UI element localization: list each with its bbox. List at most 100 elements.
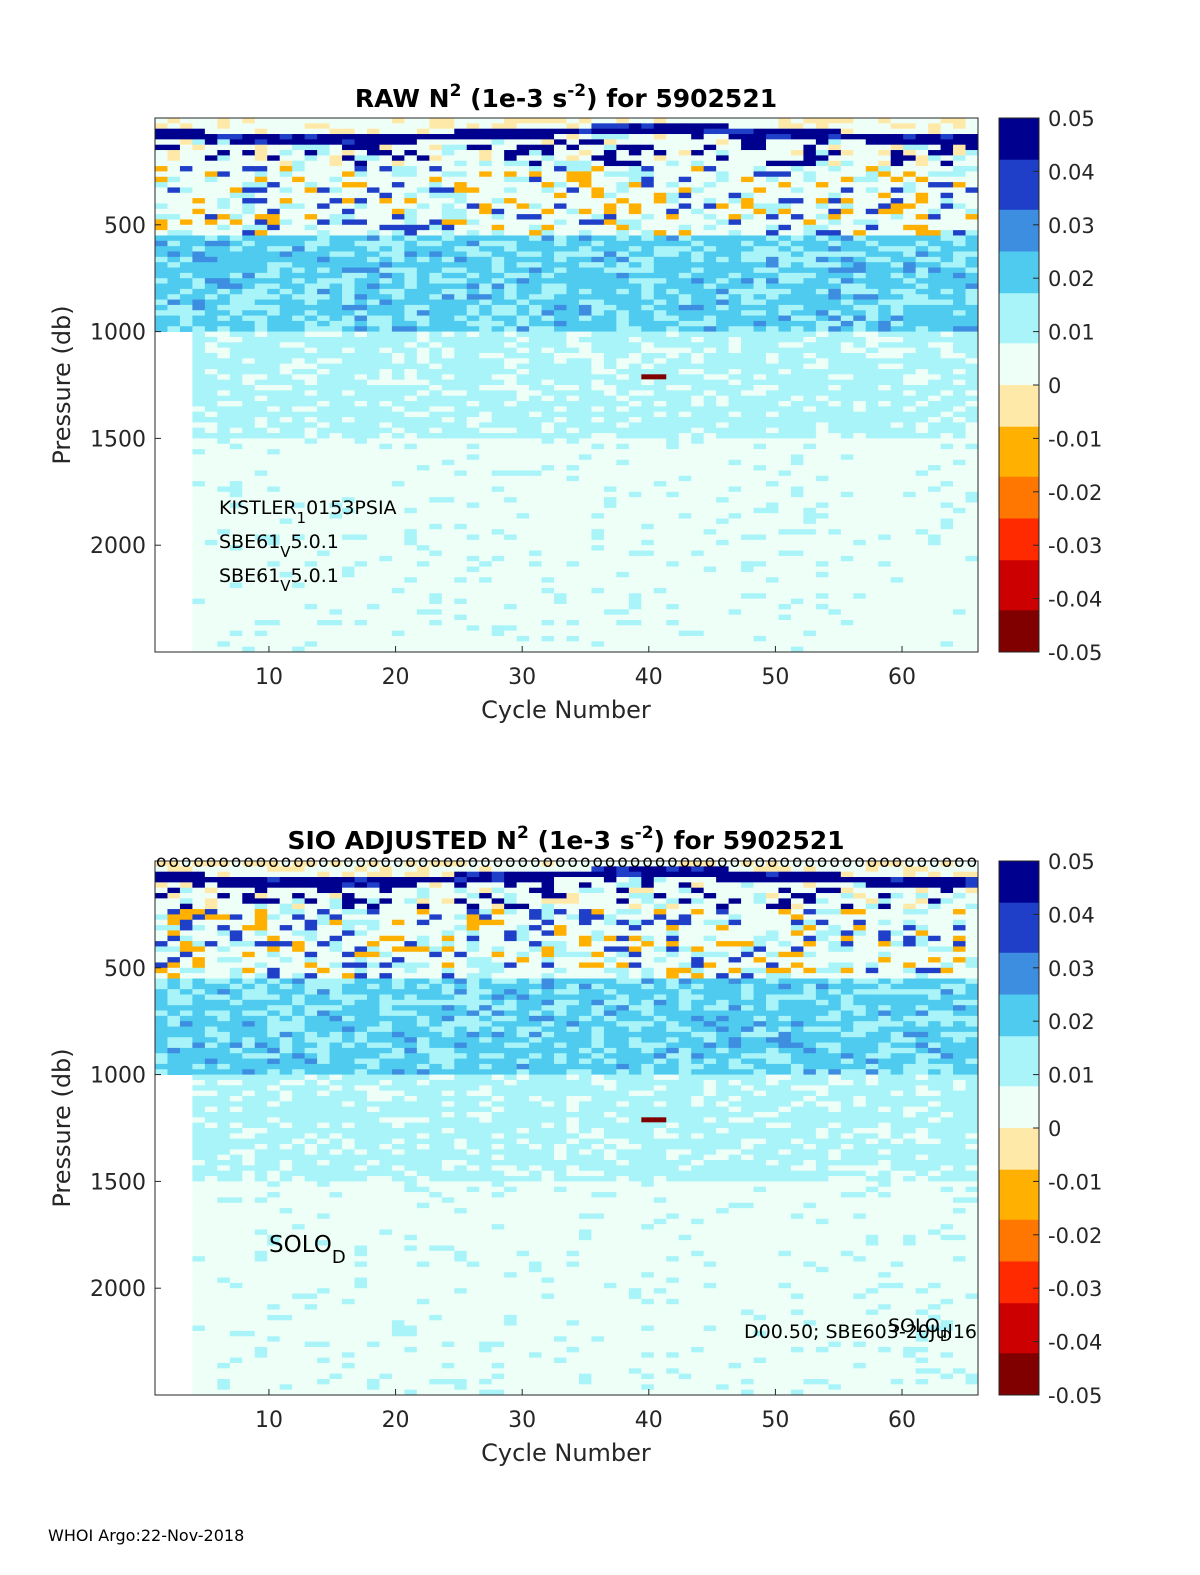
heatmap-cell [379, 310, 392, 316]
heatmap-cell [367, 390, 380, 396]
heatmap-cell [641, 545, 654, 551]
heatmap-cell [666, 401, 679, 407]
heatmap-cell [504, 497, 517, 503]
heatmap-cell [654, 396, 667, 402]
heatmap-cell [217, 620, 230, 626]
heatmap-cell [754, 470, 767, 476]
heatmap-cell [342, 193, 355, 199]
heatmap-cell [267, 438, 280, 444]
heatmap-cell [629, 609, 642, 615]
heatmap-cell [567, 567, 580, 573]
heatmap-cell [554, 214, 567, 220]
heatmap-cell [654, 337, 667, 343]
heatmap-cell [379, 449, 392, 455]
heatmap-cell [404, 577, 417, 583]
heatmap-cell [567, 615, 580, 621]
heatmap-cell [616, 284, 629, 290]
heatmap-cell [641, 401, 654, 407]
heatmap-cell [342, 294, 355, 300]
heatmap-cell [367, 444, 380, 450]
heatmap-cell [579, 342, 592, 348]
heatmap-cell [392, 406, 405, 412]
heatmap-cell [654, 540, 667, 546]
heatmap-cell [479, 332, 492, 338]
heatmap-cell [641, 219, 654, 225]
heatmap-cell [355, 305, 368, 311]
heatmap-cell [429, 625, 442, 631]
heatmap-cell [629, 476, 642, 482]
heatmap-cell [167, 219, 180, 225]
heatmap-cell [404, 444, 417, 450]
heatmap-cell [591, 396, 604, 402]
heatmap-cell [604, 257, 617, 263]
heatmap-cell [616, 150, 629, 156]
heatmap-cell [292, 364, 305, 370]
heatmap-cell [492, 599, 505, 605]
heatmap-cell [791, 284, 804, 290]
heatmap-cell [542, 252, 555, 258]
heatmap-cell [579, 139, 592, 145]
heatmap-cell [280, 332, 293, 338]
heatmap-cell [180, 161, 193, 167]
heatmap-cell [654, 551, 667, 557]
heatmap-cell [442, 326, 455, 332]
heatmap-cell [517, 529, 530, 535]
heatmap-cell [616, 524, 629, 530]
heatmap-cell [766, 364, 779, 370]
heatmap-cell [342, 604, 355, 610]
heatmap-cell [192, 214, 205, 220]
heatmap-cell [367, 609, 380, 615]
heatmap-cell [342, 342, 355, 348]
heatmap-cell [317, 604, 330, 610]
heatmap-cell [616, 502, 629, 508]
heatmap-cell [330, 235, 343, 241]
heatmap-cell [255, 252, 268, 258]
heatmap-cell [629, 631, 642, 637]
heatmap-cell [267, 321, 280, 327]
heatmap-cell [542, 577, 555, 583]
heatmap-cell [442, 182, 455, 188]
heatmap-cell [392, 556, 405, 562]
heatmap-cell [741, 572, 754, 578]
heatmap-cell [180, 118, 193, 124]
heatmap-cell [654, 636, 667, 642]
heatmap-cell [479, 620, 492, 626]
heatmap-cell [367, 454, 380, 460]
heatmap-cell [392, 465, 405, 471]
heatmap-cell [392, 641, 405, 647]
heatmap-cell [404, 268, 417, 274]
heatmap-cell [317, 593, 330, 599]
heatmap-cell [355, 433, 368, 439]
heatmap-cell [666, 182, 679, 188]
heatmap-cell [554, 535, 567, 541]
heatmap-cell [579, 187, 592, 193]
heatmap-cell [492, 294, 505, 300]
heatmap-cell [704, 567, 717, 573]
heatmap-cell [554, 422, 567, 428]
heatmap-cell [504, 380, 517, 386]
heatmap-cell [442, 631, 455, 637]
heatmap-cell [167, 257, 180, 263]
heatmap-cell [429, 225, 442, 231]
heatmap-cell [679, 305, 692, 311]
heatmap-cell [442, 241, 455, 247]
heatmap-cell [729, 583, 742, 589]
heatmap-cell [691, 337, 704, 343]
heatmap-cell [479, 214, 492, 220]
heatmap-cell [529, 551, 542, 557]
heatmap-cell [741, 177, 754, 183]
heatmap-cell [741, 460, 754, 466]
heatmap-cell [591, 348, 604, 354]
heatmap-cell [579, 465, 592, 471]
heatmap-cell [716, 406, 729, 412]
heatmap-cell [192, 187, 205, 193]
heatmap-cell [542, 193, 555, 199]
heatmap-cell [579, 209, 592, 215]
heatmap-cell [392, 273, 405, 279]
heatmap-cell [479, 551, 492, 557]
heatmap-cell [217, 134, 230, 140]
heatmap-cell [467, 412, 480, 418]
heatmap-cell [791, 417, 804, 423]
heatmap-cell [330, 326, 343, 332]
heatmap-cell [704, 316, 717, 322]
